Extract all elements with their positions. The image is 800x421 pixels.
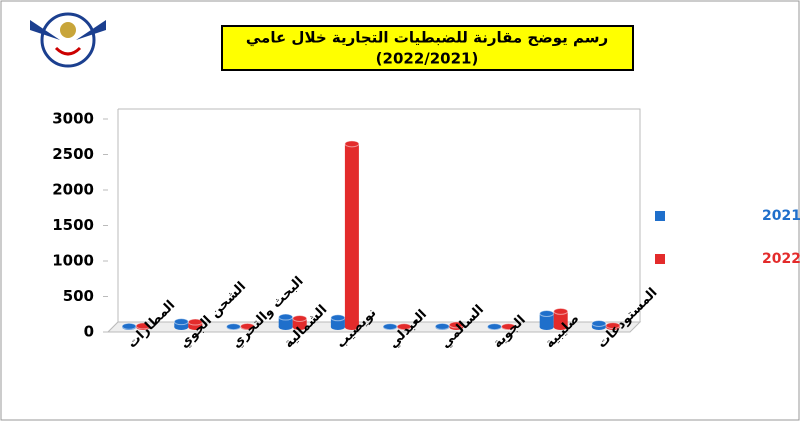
y-tick-label: 2000	[52, 181, 94, 199]
bar	[292, 318, 307, 327]
bar-cap	[396, 323, 412, 331]
y-tick-label: 0	[84, 323, 94, 341]
bar-cap	[434, 322, 450, 330]
bar	[553, 311, 568, 327]
bar-cap	[292, 314, 308, 322]
bar-cap	[487, 323, 502, 331]
bar-cap	[382, 323, 398, 331]
y-tick-label: 3000	[52, 110, 94, 128]
bar-cap	[226, 323, 241, 331]
bar-cap	[330, 314, 346, 322]
y-tick-label: 1500	[52, 216, 94, 234]
chart-subtitle: (2022/2021)	[376, 50, 479, 68]
bar-cap	[605, 322, 621, 330]
bar-cap	[591, 319, 607, 327]
bar	[278, 317, 293, 327]
bar-cap	[187, 318, 203, 326]
legend-swatch	[655, 211, 665, 221]
chart-title: رسم يوضح مقارنة للضبطيات التجارية خلال ع…	[246, 29, 608, 47]
bar-cap	[240, 322, 255, 330]
bar-cap	[448, 321, 464, 329]
title-box	[221, 25, 634, 71]
legend-swatch	[655, 254, 665, 264]
bar-cap	[173, 318, 189, 326]
legend-label: تجاري 2021	[762, 208, 800, 225]
bar-cap	[344, 140, 360, 148]
logo	[30, 12, 106, 68]
y-tick-label: 2500	[52, 145, 94, 163]
legend-label: تجاري 2022	[762, 251, 800, 268]
y-tick-label: 500	[63, 287, 94, 305]
bar-cap	[553, 307, 569, 315]
bar-cap	[135, 322, 151, 330]
bar-cap	[501, 323, 516, 331]
bar-cap	[121, 322, 137, 330]
bar	[330, 317, 345, 327]
bar-cap	[539, 310, 555, 318]
bar	[344, 143, 359, 327]
bar	[539, 313, 554, 327]
y-tick-label: 1000	[52, 252, 94, 270]
bar-cap	[278, 313, 294, 321]
